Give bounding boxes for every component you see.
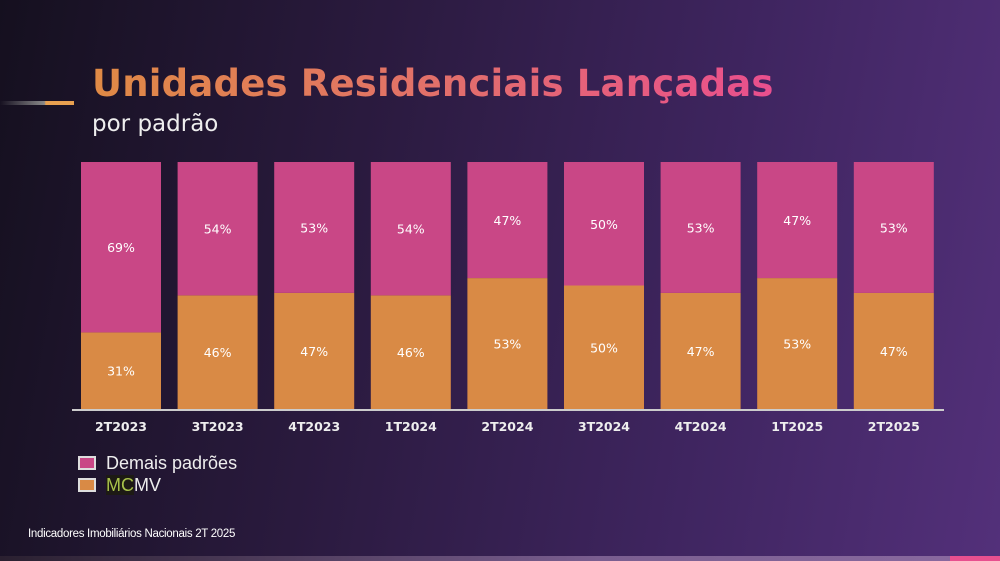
x-tick-label: 3T2024 [578,419,630,434]
data-label: 54% [397,222,425,237]
bar-mcmv-3T2024 [564,285,644,409]
data-label: 53% [783,337,811,352]
data-label: 46% [397,345,425,360]
data-label: 47% [783,213,811,228]
footer-text: Indicadores Imobiliários Nacionais 2T 20… [28,528,236,540]
x-tick-label: 1T2025 [771,419,823,434]
legend-swatch-demais [78,456,96,470]
page-title: Unidades Residenciais Lançadas [92,62,774,105]
bar-demais-3T2024 [564,162,644,286]
bottom-accent [950,556,1000,561]
data-label: 53% [687,220,715,235]
x-tick-label: 4T2023 [288,419,340,434]
data-label: 53% [880,220,908,235]
data-label: 53% [300,220,328,235]
data-label: 54% [204,222,232,237]
data-label: 46% [204,345,232,360]
data-label: 47% [300,344,328,359]
data-label: 50% [590,217,618,232]
x-tick-label: 2T2023 [95,419,147,434]
legend-swatch-mcmv [78,478,96,492]
x-tick-label: 2T2024 [481,419,533,434]
data-label: 47% [687,344,715,359]
legend-label-mc: MC [106,474,134,495]
bar-mcmv-3T2023 [177,295,258,409]
data-label: 31% [107,364,135,379]
x-tick-label: 1T2024 [385,419,437,434]
legend-label-mv: MV [134,474,161,495]
bar-demais-4T2024 [660,162,741,293]
bar-mcmv-2T2025 [853,292,934,409]
page-subtitle: por padrão [92,111,219,137]
accent-line [0,101,74,105]
legend: Demais padrões MCMV [78,452,237,496]
bottom-bar [0,556,1000,561]
data-label: 53% [494,337,522,352]
data-label: 47% [880,344,908,359]
bar-demais-2T2025 [853,162,934,293]
legend-item-mcmv: MCMV [78,474,237,496]
legend-item-demais: Demais padrões [78,452,237,474]
bar-demais-2T2024 [467,162,548,279]
bar-mcmv-2T2023 [81,332,161,409]
bar-demais-1T2024 [370,162,451,296]
bar-demais-4T2023 [274,162,355,293]
bar-mcmv-1T2025 [757,278,838,409]
bar-demais-1T2025 [757,162,838,279]
bar-mcmv-4T2024 [660,292,741,409]
bar-demais-2T2023 [81,162,161,333]
bar-mcmv-1T2024 [370,295,451,409]
legend-label-demais: Demais padrões [106,452,238,473]
data-label: 50% [590,340,618,355]
bar-mcmv-4T2023 [274,292,355,409]
bar-mcmv-2T2024 [467,278,548,409]
x-tick-label: 3T2023 [192,419,244,434]
data-label: 69% [107,240,135,255]
x-tick-label: 2T2025 [868,419,920,434]
x-tick-label: 4T2024 [675,419,727,434]
legend-label-mcmv: MCMV [106,474,161,496]
data-label: 47% [494,213,522,228]
bar-demais-3T2023 [177,162,258,296]
